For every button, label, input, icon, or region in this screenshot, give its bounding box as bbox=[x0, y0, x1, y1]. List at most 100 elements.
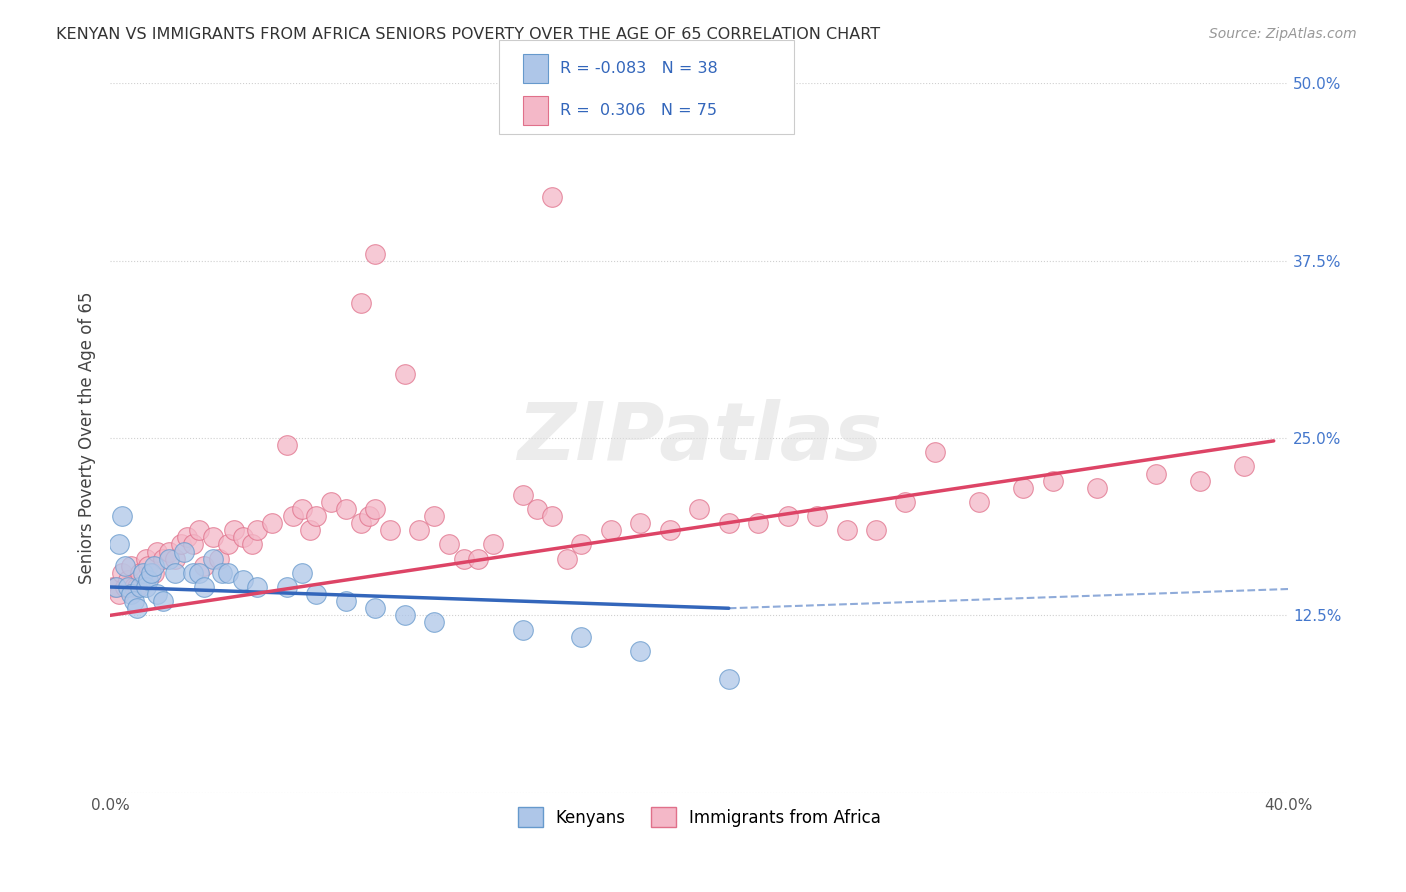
Point bbox=[120, 587, 142, 601]
Point bbox=[1233, 459, 1256, 474]
Point bbox=[276, 438, 298, 452]
Point bbox=[717, 516, 740, 530]
Point bbox=[114, 580, 136, 594]
Point bbox=[232, 573, 254, 587]
Point bbox=[467, 551, 489, 566]
Point bbox=[208, 551, 231, 566]
Point bbox=[1144, 467, 1167, 481]
Point bbox=[217, 566, 239, 580]
Point bbox=[555, 551, 578, 566]
Point bbox=[173, 544, 195, 558]
Point bbox=[1042, 474, 1064, 488]
Point bbox=[835, 523, 858, 537]
Point bbox=[281, 509, 304, 524]
Point bbox=[349, 516, 371, 530]
Point bbox=[122, 580, 145, 594]
Point bbox=[193, 558, 215, 573]
Point bbox=[211, 566, 233, 580]
Point bbox=[187, 566, 209, 580]
Point bbox=[299, 523, 322, 537]
Point bbox=[423, 509, 446, 524]
Point bbox=[170, 537, 193, 551]
Point bbox=[122, 594, 145, 608]
Point bbox=[101, 580, 124, 594]
Point bbox=[378, 523, 401, 537]
Point bbox=[114, 558, 136, 573]
Point bbox=[146, 544, 169, 558]
Point bbox=[628, 644, 651, 658]
Point bbox=[120, 558, 142, 573]
Point bbox=[202, 551, 225, 566]
Point bbox=[776, 509, 799, 524]
Point bbox=[262, 516, 284, 530]
Point bbox=[305, 509, 328, 524]
Point bbox=[157, 551, 180, 566]
Point bbox=[152, 594, 174, 608]
Point bbox=[865, 523, 887, 537]
Point bbox=[138, 573, 160, 587]
Point bbox=[117, 573, 139, 587]
Point bbox=[146, 587, 169, 601]
Point bbox=[111, 566, 134, 580]
Point bbox=[394, 368, 416, 382]
Legend: Kenyans, Immigrants from Africa: Kenyans, Immigrants from Africa bbox=[510, 800, 887, 834]
Point bbox=[111, 509, 134, 524]
Point bbox=[222, 523, 245, 537]
Point bbox=[1085, 481, 1108, 495]
Point bbox=[128, 580, 150, 594]
Point bbox=[240, 537, 263, 551]
Point bbox=[291, 566, 314, 580]
Point bbox=[319, 495, 342, 509]
Point bbox=[364, 601, 387, 615]
Point bbox=[359, 509, 381, 524]
Point bbox=[541, 190, 564, 204]
Point bbox=[688, 502, 710, 516]
Point bbox=[138, 558, 160, 573]
Point bbox=[232, 530, 254, 544]
Point bbox=[512, 623, 534, 637]
Text: Source: ZipAtlas.com: Source: ZipAtlas.com bbox=[1209, 27, 1357, 41]
Point bbox=[628, 516, 651, 530]
Text: R =  0.306   N = 75: R = 0.306 N = 75 bbox=[560, 103, 717, 119]
Point bbox=[108, 587, 131, 601]
Point bbox=[125, 580, 148, 594]
Point bbox=[453, 551, 475, 566]
Point bbox=[437, 537, 460, 551]
Point bbox=[276, 580, 298, 594]
Point bbox=[571, 537, 593, 551]
Point bbox=[217, 537, 239, 551]
Point bbox=[105, 580, 128, 594]
Point bbox=[291, 502, 314, 516]
Text: KENYAN VS IMMIGRANTS FROM AFRICA SENIORS POVERTY OVER THE AGE OF 65 CORRELATION : KENYAN VS IMMIGRANTS FROM AFRICA SENIORS… bbox=[56, 27, 880, 42]
Point bbox=[482, 537, 505, 551]
Point bbox=[163, 551, 186, 566]
Point bbox=[181, 566, 204, 580]
Point bbox=[305, 587, 328, 601]
Point bbox=[349, 296, 371, 310]
Text: R = -0.083   N = 38: R = -0.083 N = 38 bbox=[560, 61, 717, 76]
Point bbox=[152, 551, 174, 566]
Point bbox=[394, 608, 416, 623]
Point bbox=[246, 523, 269, 537]
Point bbox=[125, 601, 148, 615]
Point bbox=[1189, 474, 1212, 488]
Point bbox=[143, 566, 166, 580]
Point bbox=[1012, 481, 1035, 495]
Point bbox=[512, 488, 534, 502]
Point bbox=[924, 445, 946, 459]
Point bbox=[717, 672, 740, 686]
Point bbox=[117, 580, 139, 594]
Point bbox=[134, 580, 156, 594]
Point bbox=[894, 495, 917, 509]
Point bbox=[202, 530, 225, 544]
Point bbox=[181, 537, 204, 551]
Point bbox=[128, 566, 150, 580]
Point bbox=[364, 502, 387, 516]
Point bbox=[806, 509, 828, 524]
Point bbox=[747, 516, 769, 530]
Point bbox=[143, 558, 166, 573]
Point bbox=[423, 615, 446, 630]
Point bbox=[408, 523, 430, 537]
Point bbox=[193, 580, 215, 594]
Point bbox=[967, 495, 990, 509]
